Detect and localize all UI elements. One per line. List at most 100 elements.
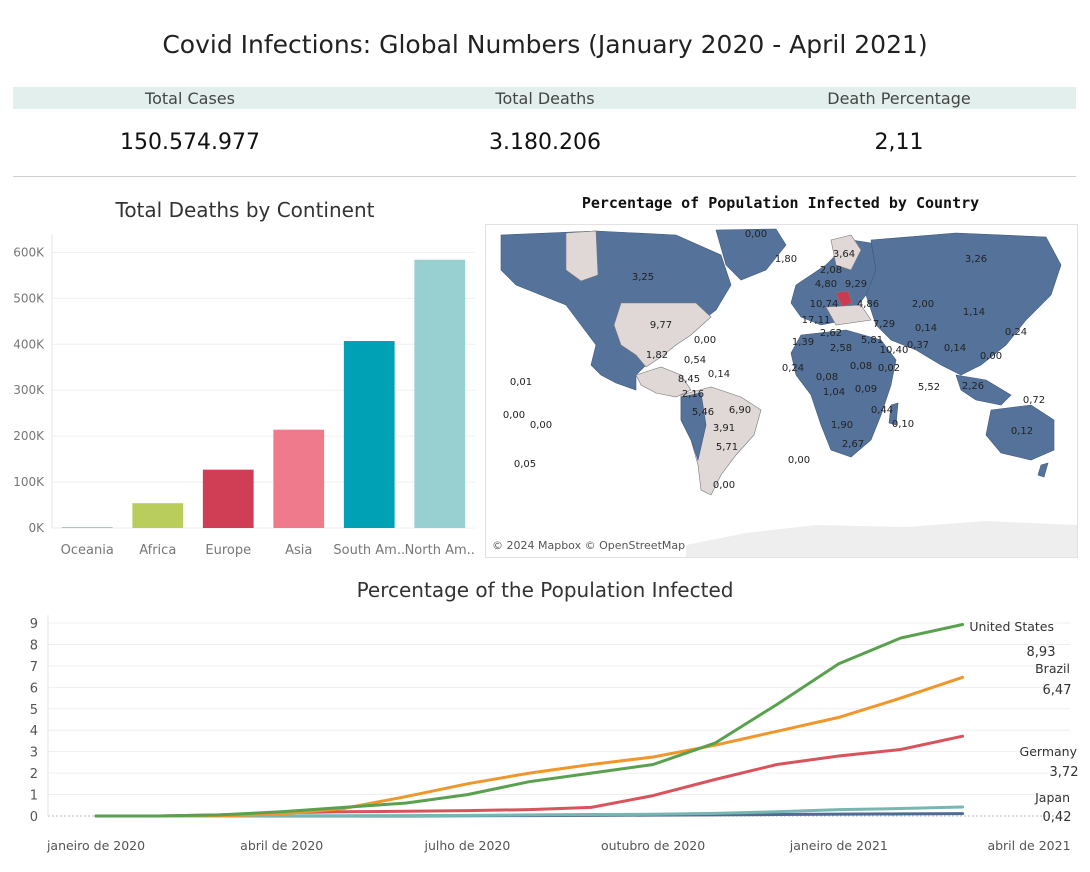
line-series-name-label: Germany — [1020, 744, 1078, 759]
map-value-label: 3,91 — [713, 423, 735, 434]
new-zealand-shape — [1037, 462, 1049, 478]
bar-ytick-label: 600K — [13, 245, 45, 259]
map-value-label: 0,14 — [915, 323, 937, 334]
map-value-label: 0,00 — [694, 335, 716, 346]
kpi-label-death-percentage: Death Percentage — [827, 89, 971, 108]
map-value-label: 1,82 — [646, 350, 668, 361]
map-title: Percentage of Population Infected by Cou… — [581, 194, 980, 212]
map-value-label: 0,54 — [684, 355, 706, 366]
bar-ytick-label: 0K — [28, 521, 45, 535]
map-value-label: 3,26 — [965, 254, 987, 265]
map-value-label: 2,16 — [682, 389, 704, 400]
bar-southam — [343, 341, 395, 528]
map-value-label: 0,14 — [708, 369, 730, 380]
line-series-name-label: Japan — [1034, 790, 1070, 805]
united-states-shape — [613, 302, 712, 368]
map-value-label: 2,67 — [842, 439, 864, 450]
line-series-name-label: Brazil — [1035, 661, 1070, 676]
map-value-label: 0,00 — [980, 351, 1002, 362]
map-value-label: 9,29 — [845, 279, 867, 290]
line-ytick-label: 4 — [30, 724, 38, 739]
bar-category-label: South Am.. — [333, 543, 405, 558]
line-series-united-states — [94, 623, 965, 818]
kpi-label-total-deaths: Total Deaths — [495, 89, 595, 108]
bar-chart-title: Total Deaths by Continent — [115, 198, 375, 222]
southeast-asia-shape — [955, 374, 1012, 406]
map-value-label: 0,08 — [850, 361, 872, 372]
line-series-value-label: 6,47 — [1043, 683, 1072, 698]
map-value-label: 0,24 — [782, 363, 804, 374]
map-value-label: 3,25 — [632, 272, 654, 283]
map-value-label: 0,00 — [530, 420, 552, 431]
world-map[interactable]: 0,00 1,80 3,64 2,08 4,80 9,29 10,74 4,86 2,00 3,2… — [486, 225, 1077, 557]
map-value-label: 0,05 — [514, 459, 536, 470]
alaska-shape — [565, 230, 599, 282]
bar-ytick-label: 300K — [13, 383, 45, 397]
bar-ytick-label: 100K — [13, 475, 45, 489]
kpi-divider — [13, 176, 1076, 177]
bar-chart: 0K 100K 200K 300K 400K 500K 600K Oceania Africa E… — [13, 234, 475, 558]
line-xtick-label: janeiro de 2021 — [789, 838, 888, 853]
line-ytick-label: 0 — [30, 810, 38, 825]
line-xtick-label: janeiro de 2020 — [46, 838, 145, 853]
map-value-label: 0,37 — [907, 340, 929, 351]
north-america-shape — [500, 230, 732, 391]
bar-category-label: North Am.. — [405, 543, 475, 558]
map-value-label: 1,04 — [823, 387, 845, 398]
map-value-label: 7,29 — [873, 319, 895, 330]
australia-shape — [985, 404, 1055, 461]
map-value-label: 3,64 — [833, 249, 855, 260]
map-value-label: 17,11 — [802, 315, 831, 326]
map-value-label: 0,00 — [745, 229, 767, 240]
map-attribution[interactable]: © 2024 Mapbox © OpenStreetMap — [492, 539, 686, 552]
line-ytick-label: 9 — [30, 617, 38, 632]
bar-category-label: Asia — [285, 543, 312, 558]
map-value-label: 0,09 — [855, 384, 877, 395]
map-value-label: 2,00 — [912, 299, 934, 310]
south-america-west-shape — [680, 392, 707, 462]
kpi-header-band — [13, 87, 1076, 109]
line-ytick-label: 2 — [30, 767, 38, 782]
map-value-label: 4,80 — [815, 279, 837, 290]
map-value-label: 4,86 — [857, 299, 879, 310]
kpi-value-total-cases: 150.574.977 — [120, 130, 260, 155]
map-value-label: 5,71 — [716, 442, 738, 453]
line-series-value-label: 3,72 — [1050, 765, 1079, 780]
bar-ytick-label: 200K — [13, 429, 45, 443]
map-value-label: 2,58 — [830, 343, 852, 354]
bar-category-label: Africa — [139, 543, 176, 558]
line-series-value-label: 0,42 — [1043, 810, 1072, 825]
bar-ytick-label: 500K — [13, 291, 45, 305]
bar-category-label: Europe — [205, 543, 251, 558]
bar-africa — [132, 503, 184, 528]
line-chart-title: Percentage of the Population Infected — [356, 578, 734, 602]
scandinavia-shape — [830, 234, 862, 271]
map-value-label: 0,24 — [1005, 327, 1027, 338]
map-value-label: 1,90 — [831, 420, 853, 431]
kpi-value-total-deaths: 3.180.206 — [489, 130, 601, 155]
map-value-label: 1,39 — [792, 337, 814, 348]
line-xtick-label: outubro de 2020 — [601, 838, 705, 853]
greenland-shape — [715, 228, 787, 281]
map-value-label: 1,80 — [775, 254, 797, 265]
map-value-label: 10,74 — [810, 299, 839, 310]
east-europe-shape — [825, 304, 872, 326]
bar-europe — [202, 469, 254, 528]
map-value-label: 2,08 — [820, 265, 842, 276]
map-value-label: 0,00 — [713, 480, 735, 491]
map-value-label: 0,01 — [510, 377, 532, 388]
map-value-labels: 0,00 1,80 3,64 2,08 4,80 9,29 10,74 4,86 2,00 3,2… — [503, 229, 1045, 491]
line-ytick-label: 5 — [30, 703, 38, 718]
bar-ytick-label: 400K — [13, 337, 45, 351]
map-value-label: 0,14 — [944, 343, 966, 354]
line-ytick-label: 1 — [30, 789, 38, 804]
map-value-label: 0,00 — [503, 410, 525, 421]
line-series-germany — [94, 734, 965, 818]
map-value-label: 8,45 — [678, 374, 700, 385]
line-series-brazil — [94, 675, 965, 818]
bar-asia — [273, 429, 325, 528]
map-value-label: 2,26 — [962, 381, 984, 392]
africa-shape — [790, 329, 897, 458]
infection-map[interactable]: 0,00 1,80 3,64 2,08 4,80 9,29 10,74 4,86 2,00 3,2… — [485, 224, 1078, 558]
map-value-label: 0,02 — [878, 363, 900, 374]
